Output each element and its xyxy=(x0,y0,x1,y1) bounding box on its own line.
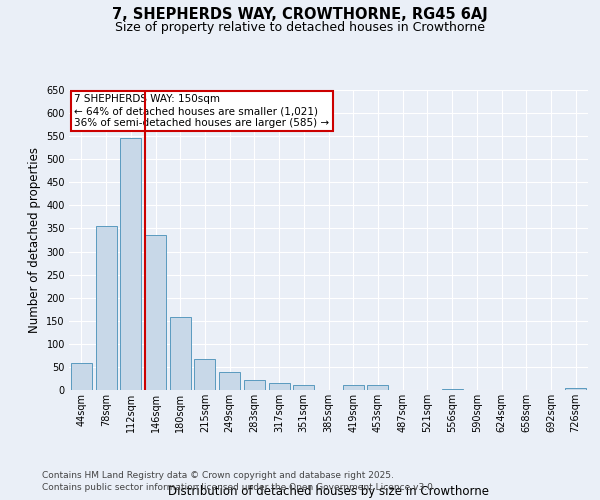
Bar xyxy=(244,380,265,390)
Text: Contains HM Land Registry data © Crown copyright and database right 2025.
Contai: Contains HM Land Registry data © Crown c… xyxy=(42,471,436,492)
Text: 7, SHEPHERDS WAY, CROWTHORNE, RG45 6AJ: 7, SHEPHERDS WAY, CROWTHORNE, RG45 6AJ xyxy=(112,8,488,22)
Text: Distribution of detached houses by size in Crowthorne: Distribution of detached houses by size … xyxy=(168,484,490,498)
Text: 7 SHEPHERDS WAY: 150sqm
← 64% of detached houses are smaller (1,021)
36% of semi: 7 SHEPHERDS WAY: 150sqm ← 64% of detache… xyxy=(74,94,329,128)
Bar xyxy=(269,383,290,390)
Bar xyxy=(120,138,141,390)
Bar xyxy=(343,386,364,390)
Bar xyxy=(194,358,215,390)
Bar xyxy=(442,388,463,390)
Bar xyxy=(367,386,388,390)
Bar xyxy=(95,226,116,390)
Bar xyxy=(293,386,314,390)
Bar xyxy=(219,372,240,390)
Y-axis label: Number of detached properties: Number of detached properties xyxy=(28,147,41,333)
Bar xyxy=(145,236,166,390)
Text: Size of property relative to detached houses in Crowthorne: Size of property relative to detached ho… xyxy=(115,21,485,34)
Bar xyxy=(71,363,92,390)
Bar xyxy=(170,317,191,390)
Bar xyxy=(565,388,586,390)
